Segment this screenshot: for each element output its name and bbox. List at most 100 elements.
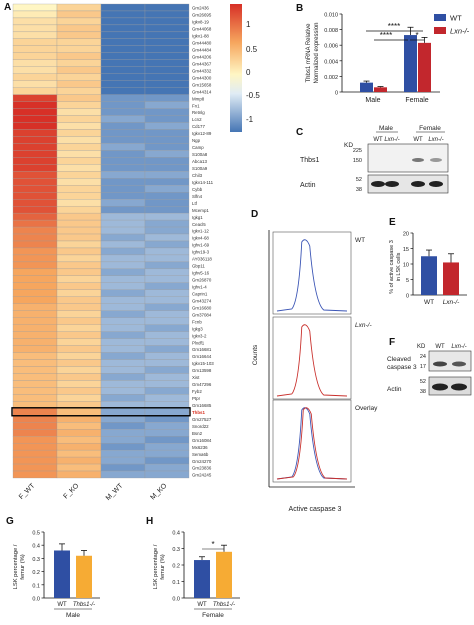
y-tick-label: 0.1 [32,583,40,589]
mw-marker: 24 [420,354,426,360]
heatmap-cell [100,178,146,186]
band-label: caspase 3 [387,364,417,371]
heatmap-cell [144,171,190,179]
panel-label: H [146,516,153,527]
column-label: F_WT [18,482,37,501]
heatmap-cell [12,24,58,33]
y-tick-label: 0.5 [32,531,40,537]
heatmap-cell [12,52,58,60]
panel-f: F KD WT Lxn-/- 24 17 Cleaved caspase 3 52 38 Actin [385,335,474,435]
heatmap-cell [144,310,190,318]
blot-band [451,383,467,391]
heatmap-cell [56,456,102,465]
heatmap-cell [100,17,146,26]
panel-c: C KD Male Female WT Lxn-/- WT Lxn-/- 225 150 Thbs1… [290,120,474,220]
y-tick-label: 0.2 [172,564,180,570]
x-axis-label: Active caspase 3 [289,506,342,513]
heatmap-cell [144,303,190,311]
heatmap-cell [12,38,58,46]
heatmap-cell [12,338,58,346]
gene-label: Gm13598 [192,368,212,373]
heatmap-cell [56,296,102,304]
heatmap-cell [56,80,102,88]
heatmap-cell [100,219,146,228]
heatmap-cell [100,456,146,465]
gene-label: Ighv19-3 [192,250,210,255]
heatmap-cell [100,317,146,325]
lane-label: Lxn-/- [451,344,466,350]
heatmap-cell [56,449,102,458]
heatmap: A Gm2436 Gm26695 Igkv8-19 Gm44068 Igkv1-88 Gm4… [4,2,260,502]
heatmap-cell [56,66,102,74]
histogram-frame [272,316,352,400]
lane-label: WT [413,137,423,143]
heatmap-cell [144,261,190,270]
mw-marker: 52 [420,379,426,385]
heatmap-cell [100,338,146,346]
panel-label: F [389,337,395,348]
gene-label: S100a9 [192,166,208,171]
gene-label: Fcnb [192,319,202,324]
heatmap-cell [56,324,102,332]
heatmap-cell [100,52,146,60]
heatmap-cell [100,94,146,102]
heatmap-cell [56,219,102,228]
heatmap-cell [12,199,58,207]
blot-box [367,174,449,194]
heatmap-cell [56,205,102,214]
color-scale-bar [230,4,242,132]
panel-label: C [296,127,303,138]
heatmap-cell [12,282,58,290]
heatmap-cell [100,171,146,179]
heatmap-cell [144,408,190,416]
blot-band [432,383,448,391]
gene-label: Caprin1 [192,291,208,296]
gene-label: Chil3 [192,173,203,178]
heatmap-cell [56,373,102,381]
heatmap-cell [56,31,102,40]
heatmap-cell [144,157,190,165]
heatmap-cell [12,219,58,228]
heatmap-cell [56,150,102,158]
gene-label: Gbp11 [192,264,205,269]
heatmap-cell [144,212,190,221]
heatmap-cell [56,422,102,430]
y-tick-label: 0.1 [172,580,180,586]
heatmap-cell [100,422,146,430]
heatmap-cell [100,429,146,437]
heatmap-cell [144,31,190,40]
gene-label: Xist [192,375,200,380]
gene-label: Cybb [192,187,203,192]
heatmap-cell [56,94,102,102]
heatmap-cell [100,199,146,207]
heatmap-cell [12,456,58,465]
heatmap-cell [56,317,102,325]
heatmap-cell [56,143,102,151]
gene-label: Gm47296 [192,382,212,387]
heatmap-cell [144,233,190,242]
mw-marker: 150 [353,158,362,164]
panel-label: G [6,516,14,527]
heatmap-cell [144,178,190,186]
chart-h: H 0.4 0.3 0.2 0.1 0.0 LSK percentage / femur (%… [146,516,240,619]
heatmap-cell [56,115,102,123]
heatmap-cell [144,470,190,479]
panel-b: B 0.010 0.008 0.006 0.004 0.002 0 Thbs1 mRNA Re… [290,0,474,120]
heatmap-cell [144,150,190,158]
heatmap-cell [12,45,58,53]
gene-label: Gm44480 [192,41,212,46]
gene-label: Slfn4 [192,194,203,199]
histogram-label: Overlay [355,405,378,412]
band-label: Actin [387,386,402,393]
heatmap-cell [144,449,190,458]
band-label: Thbs1 [300,157,320,164]
heatmap-cell [56,45,102,53]
heatmap-cell [12,108,58,116]
group-label: Male [379,125,393,132]
heatmap-cell [100,366,146,374]
heatmap-cell [100,449,146,458]
panel-label: A [4,2,11,13]
heatmap-cell [12,373,58,381]
gene-label: Gm16685 [192,403,212,408]
panel-h: H 0.4 0.3 0.2 0.1 0.0 LSK percentage / femur (%… [140,512,280,620]
